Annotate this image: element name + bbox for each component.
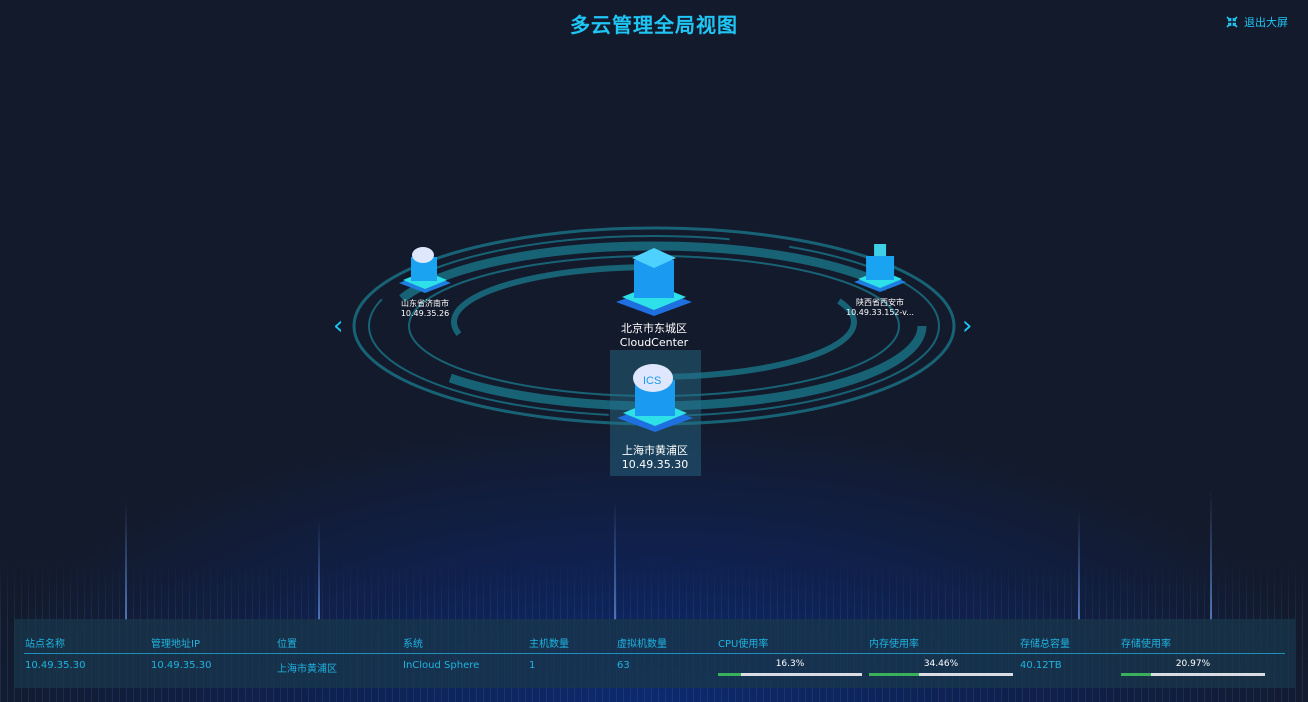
light-beam	[125, 500, 127, 620]
chevron-left-icon: ‹	[333, 311, 344, 341]
cell-site: 10.49.35.30	[25, 660, 86, 671]
collapse-fullscreen-icon	[1226, 16, 1238, 28]
col-header: 管理地址IP	[151, 639, 200, 650]
col-header: CPU使用率	[718, 639, 769, 650]
site-node-center[interactable]: 北京市东城区 CloudCenter	[614, 246, 694, 350]
col-header: 系统	[403, 639, 423, 650]
col-header: 位置	[277, 639, 297, 650]
site-node[interactable]: 陕西省西安市 10.49.33.152-v...	[846, 238, 914, 318]
next-arrow[interactable]: ›	[962, 311, 973, 341]
header-divider	[24, 653, 1285, 654]
col-header: 虚拟机数量	[617, 639, 667, 650]
prev-arrow[interactable]: ‹	[333, 311, 344, 341]
cell-vms: 63	[617, 660, 630, 671]
usage-fill	[718, 673, 742, 676]
chevron-right-icon: ›	[962, 311, 973, 341]
cell-location: 上海市黄浦区	[277, 664, 337, 675]
cpu-usage-bar: 16.3%	[718, 659, 862, 676]
svg-text:ICS: ICS	[643, 375, 661, 387]
light-beam	[1210, 490, 1212, 620]
building-icon	[616, 248, 692, 316]
memory-usage-bar: 34.46%	[869, 659, 1013, 676]
col-header: 站点名称	[25, 639, 65, 650]
storage-usage-bar: 20.97%	[1121, 659, 1265, 676]
page-title: 多云管理全局视图	[570, 13, 738, 37]
site-node[interactable]: 山东省济南市 10.49.35.26	[397, 243, 453, 319]
cloud-building-icon: ICS	[617, 364, 693, 432]
exit-fullscreen-label: 退出大屏	[1244, 16, 1288, 29]
col-header: 内存使用率	[869, 639, 919, 650]
light-beam	[318, 520, 320, 620]
site-node-selected[interactable]: ICS 上海市黄浦区 10.49.35.30	[615, 358, 695, 472]
cloud-building-icon	[399, 247, 451, 293]
building-icon	[853, 244, 906, 292]
col-header: 存储总容量	[1020, 639, 1070, 650]
cell-system: InCloud Sphere	[403, 660, 480, 671]
col-header: 主机数量	[529, 639, 569, 650]
light-beam	[614, 500, 616, 620]
usage-fill	[1121, 673, 1152, 676]
cell-ip: 10.49.35.30	[151, 660, 212, 671]
exit-fullscreen-button[interactable]: 退出大屏	[1226, 14, 1288, 30]
site-table: 站点名称 管理地址IP 位置 系统 主机数量 虚拟机数量 CPU使用率 内存使用…	[14, 619, 1295, 688]
cell-storage-total: 40.12TB	[1020, 660, 1062, 671]
cell-hosts: 1	[529, 660, 536, 671]
usage-fill	[869, 673, 919, 676]
light-beam	[1078, 510, 1080, 620]
col-header: 存储使用率	[1121, 639, 1171, 650]
